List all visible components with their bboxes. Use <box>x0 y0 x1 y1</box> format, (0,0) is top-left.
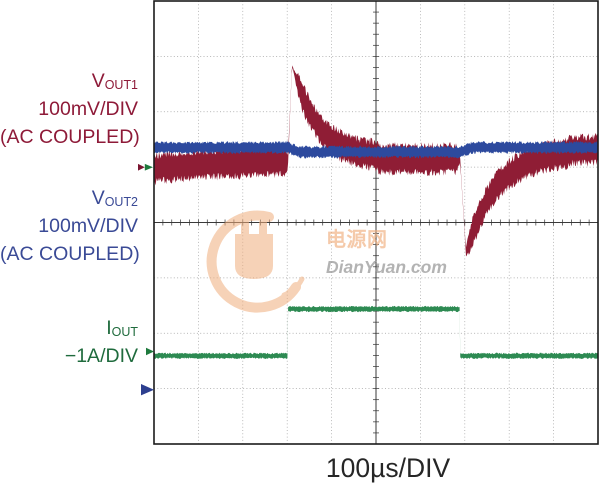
svg-text:DianYuan.com: DianYuan.com <box>326 257 447 277</box>
svg-text:100µs/DIV: 100µs/DIV <box>326 453 451 483</box>
svg-text:电源网: 电源网 <box>326 228 388 251</box>
